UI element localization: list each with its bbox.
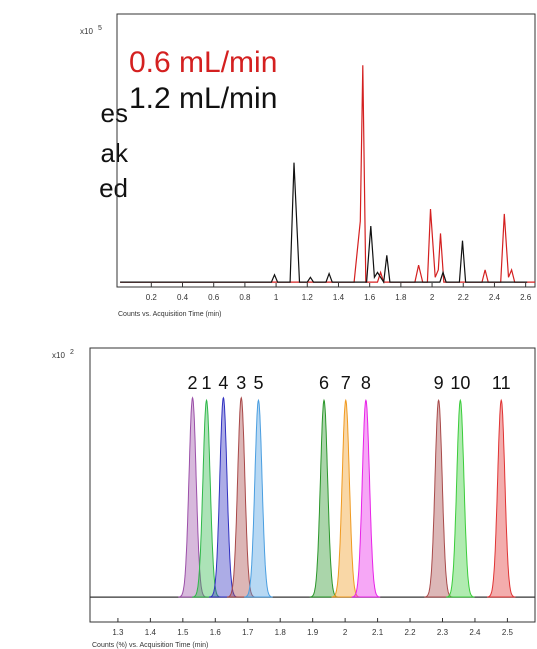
peak	[487, 398, 516, 598]
legend-entry: 1.2 mL/min	[129, 82, 277, 115]
x-tick-label: 1.7	[242, 628, 254, 637]
peak-label: 4	[218, 373, 228, 393]
peak	[209, 396, 238, 598]
side-text: ed	[99, 173, 128, 203]
axis-exponent: 5	[98, 25, 102, 32]
peak-label: 5	[253, 373, 263, 393]
axis-multiplier: x10	[52, 351, 65, 360]
peak-label: 1	[202, 373, 212, 393]
x-tick-label: 2	[430, 293, 435, 302]
x-tick-label: 2.3	[437, 628, 449, 637]
peak	[351, 398, 381, 598]
x-tick-label: 2.6	[520, 293, 532, 302]
axis-multiplier: x10	[80, 27, 93, 36]
peak-label: 2	[188, 373, 198, 393]
peak	[331, 398, 361, 598]
peak-label: 8	[361, 373, 371, 393]
x-tick-label: 1.4	[333, 293, 345, 302]
x-tick-label: 1.5	[177, 628, 189, 637]
x-tick-label: 2	[343, 628, 348, 637]
x-tick-label: 0.4	[177, 293, 189, 302]
side-text: es	[101, 98, 128, 128]
peak	[227, 396, 256, 598]
peak-label: 9	[434, 373, 444, 393]
peak-label: 7	[341, 373, 351, 393]
x-tick-label: 2.4	[469, 628, 481, 637]
x-tick-label: 1.6	[210, 628, 222, 637]
peak	[178, 396, 207, 598]
x-tick-label: 1.9	[307, 628, 319, 637]
x-tick-label: 1.8	[395, 293, 407, 302]
trace	[120, 162, 528, 284]
x-tick-label: 2.2	[458, 293, 470, 302]
plot-frame	[116, 13, 536, 288]
x-tick-label: 2.2	[404, 628, 416, 637]
x-tick-label: 1.2	[302, 293, 314, 302]
peak	[309, 398, 339, 598]
peak	[244, 398, 273, 598]
peak-label: 10	[450, 373, 470, 393]
peak-label: 6	[319, 373, 329, 393]
peak-label: 3	[236, 373, 246, 393]
axis-exponent: 2	[70, 349, 74, 356]
x-tick-label: 0.6	[208, 293, 220, 302]
x-axis-label: Counts vs. Acquisition Time (min)	[118, 311, 221, 318]
x-tick-label: 0.2	[146, 293, 158, 302]
x-tick-label: 2.1	[372, 628, 384, 637]
x-tick-label: 1.6	[364, 293, 376, 302]
side-text: ak	[101, 138, 129, 168]
legend-entry: 0.6 mL/min	[129, 46, 277, 79]
x-tick-label: 2.4	[489, 293, 501, 302]
peak	[424, 398, 453, 598]
x-tick-label: 1.4	[145, 628, 157, 637]
x-axis-label: Counts (%) vs. Acquisition Time (min)	[92, 642, 208, 649]
x-tick-label: 1.3	[112, 628, 124, 637]
x-tick-label: 2.5	[502, 628, 514, 637]
peak-label: 11	[492, 373, 511, 393]
trace	[120, 65, 535, 283]
x-tick-label: 0.8	[239, 293, 251, 302]
peak	[446, 398, 475, 598]
peak	[192, 398, 221, 598]
x-tick-label: 1	[274, 293, 279, 302]
x-tick-label: 1.8	[275, 628, 287, 637]
